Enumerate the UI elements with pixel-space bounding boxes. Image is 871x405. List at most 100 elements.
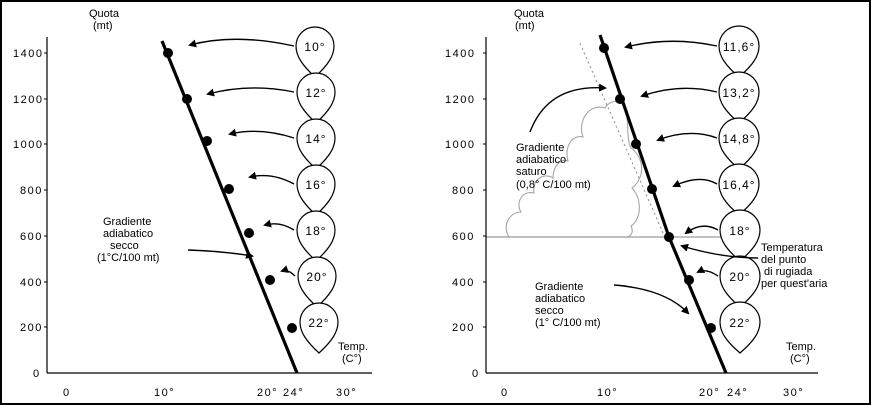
x-ticks: 0 10° 20° 24° 30° bbox=[501, 387, 804, 399]
y-tick-label: 400 bbox=[452, 277, 475, 289]
drop-temperature: 10° bbox=[304, 40, 325, 54]
y-tick-label: 1400 bbox=[13, 48, 43, 60]
x-tick-label: 20° bbox=[257, 387, 278, 399]
profile-point bbox=[684, 275, 694, 285]
annotation-line: adiabatico bbox=[535, 293, 585, 305]
drop-temperature: 14,8° bbox=[722, 132, 755, 146]
drop-arrow bbox=[263, 219, 295, 231]
drop-temperature: 22° bbox=[308, 316, 329, 330]
dry-gradient-label: Gradiente adiabatico secco (1° C/100 mt) bbox=[535, 281, 601, 329]
drop-temperature: 18° bbox=[729, 224, 750, 238]
x-tick-label: 20° bbox=[699, 387, 720, 399]
air-parcel-drops: 10° 12° 14° 16° 18° 20° bbox=[295, 26, 339, 354]
profile-point bbox=[202, 136, 212, 146]
air-parcel-drop: 10° bbox=[295, 26, 335, 78]
drop-arrow bbox=[684, 225, 719, 235]
annotation-line: saturo bbox=[516, 166, 547, 178]
y-tick-label: 1200 bbox=[13, 94, 43, 106]
drop-arrow bbox=[206, 87, 295, 97]
annotation-line: di rugiada bbox=[764, 266, 813, 278]
x-tick-label: 10° bbox=[154, 387, 175, 399]
profile-point bbox=[287, 323, 297, 333]
profile-point bbox=[664, 232, 674, 242]
drop-arrow bbox=[228, 128, 295, 139]
annotation-line: del punto bbox=[761, 254, 806, 266]
drop-arrow bbox=[640, 87, 718, 98]
y-tick-label: 600 bbox=[20, 231, 43, 243]
annotation-line: Gradiente bbox=[535, 281, 583, 293]
y-axis-unit: (mt) bbox=[93, 20, 113, 32]
air-parcel-drop: 22° bbox=[719, 301, 761, 354]
air-parcel-drop: 16,4° bbox=[718, 163, 760, 216]
drop-temperature: 13,2° bbox=[722, 86, 755, 100]
y-tick-label: 400 bbox=[20, 277, 43, 289]
panel-dry-adiabatic: Quota (mt) Temp. (C°) 1400 1200 1000 800… bbox=[13, 8, 372, 399]
profile-points bbox=[163, 48, 297, 333]
y-tick-label: 200 bbox=[20, 322, 43, 334]
x-tick-label: 0 bbox=[501, 387, 509, 399]
drop-temperature: 20° bbox=[306, 270, 327, 284]
air-parcel-drop: 12° bbox=[296, 72, 336, 124]
y-tick-label: 800 bbox=[20, 185, 43, 197]
air-parcel-drops: 11,6° 13,2° 14,8° 16,4° 18° 20° bbox=[718, 25, 761, 354]
profile-point bbox=[631, 139, 641, 149]
saturated-gradient-label: Gradiente adiabatico saturo (0,8° C/100 … bbox=[516, 142, 591, 191]
annotation-line: (1°C/100 mt) bbox=[97, 252, 159, 264]
drop-temperature: 11,6° bbox=[723, 40, 755, 54]
air-parcel-drop: 11,6° bbox=[718, 25, 760, 78]
air-parcel-drop: 20° bbox=[297, 256, 337, 308]
drop-shape bbox=[297, 256, 337, 308]
drop-temperature: 18° bbox=[305, 224, 326, 238]
y-ticks: 1400 1200 1000 800 600 400 200 0 bbox=[445, 48, 486, 380]
x-axis-title: Temp. bbox=[786, 341, 816, 353]
profile-point bbox=[265, 275, 275, 285]
drop-arrow bbox=[656, 132, 718, 142]
y-tick-label: 1400 bbox=[445, 48, 475, 60]
drop-temperature: 22° bbox=[729, 316, 750, 330]
x-axis-unit: (C°) bbox=[790, 353, 810, 365]
air-parcel-drop: 22° bbox=[299, 302, 339, 354]
drop-temperature: 16,4° bbox=[722, 178, 755, 192]
annotation-line: (1° C/100 mt) bbox=[535, 317, 601, 329]
air-parcel-drop: 20° bbox=[719, 255, 761, 308]
y-tick-label: 0 bbox=[33, 368, 41, 380]
x-tick-label: 0 bbox=[63, 387, 71, 399]
drop-shape bbox=[719, 209, 761, 262]
drop-arrow bbox=[624, 40, 718, 50]
air-parcel-drop: 14,8° bbox=[718, 117, 760, 170]
cloud-icon bbox=[505, 101, 643, 238]
profile-point bbox=[224, 184, 234, 194]
drop-arrows bbox=[188, 38, 296, 277]
y-tick-label: 1000 bbox=[13, 139, 43, 151]
profile-points bbox=[599, 43, 716, 333]
x-axis-unit: (C°) bbox=[342, 353, 362, 365]
drop-shape bbox=[718, 25, 760, 78]
drop-temperature: 12° bbox=[305, 86, 326, 100]
drop-shape bbox=[719, 255, 761, 308]
annotation-line: adiabatico bbox=[103, 228, 153, 240]
x-tick-label: 24° bbox=[727, 387, 748, 399]
drop-arrows bbox=[624, 40, 719, 277]
drop-shape bbox=[718, 117, 760, 170]
panel-saturated-adiabatic: Quota (mt) Temp. (C°) 1400 1200 1000 800… bbox=[445, 8, 828, 399]
drop-shape bbox=[719, 301, 761, 354]
profile-point bbox=[182, 94, 192, 104]
air-parcel-drop: 18° bbox=[719, 209, 761, 262]
drop-arrow bbox=[672, 178, 718, 188]
y-axis-title: Quota bbox=[89, 8, 120, 20]
profile-point bbox=[599, 43, 609, 53]
air-parcel-drop: 13,2° bbox=[718, 71, 760, 124]
annotation-line: secco bbox=[110, 240, 139, 252]
annotation-line: (0,8° C/100 mt) bbox=[516, 179, 591, 191]
y-ticks: 1400 1200 1000 800 600 400 200 0 bbox=[13, 48, 47, 380]
drop-temperature: 14° bbox=[305, 132, 326, 146]
x-ticks: 0 10° 20° 24° 30° bbox=[63, 387, 357, 399]
x-tick-label: 30° bbox=[783, 387, 804, 399]
x-tick-label: 30° bbox=[336, 387, 357, 399]
air-parcel-drop: 16° bbox=[296, 164, 336, 216]
drop-temperature: 16° bbox=[305, 178, 326, 192]
y-tick-label: 1200 bbox=[445, 94, 475, 106]
drop-shape bbox=[296, 210, 336, 262]
dry-gradient-label: Gradiente adiabatico secco (1°C/100 mt) bbox=[97, 216, 159, 264]
